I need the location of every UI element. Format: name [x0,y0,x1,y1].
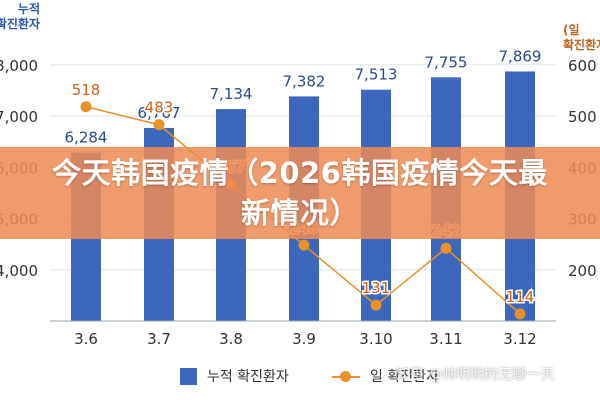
title-banner: 今天韩国疫情（2026韩国疫情今天最新情况） [0,147,600,239]
bar-value-label: 6,284 [65,129,108,147]
right-tick-label: 600 [568,57,597,75]
daily-value-label: 483 [145,99,174,117]
right-tick-label: 500 [568,108,597,126]
daily-line-group [80,101,526,320]
legend-label-daily: 일 확진환자 [370,369,439,385]
x-tick-label: 3.6 [74,330,98,348]
watermark: 知乎 @帅明明的无聊一天 [396,367,555,383]
x-tick-label: 3.12 [503,330,536,348]
bar-value-label: 7,869 [499,47,542,65]
daily-value-label: 518 [72,81,101,99]
right-axis-title-line: (일 [563,23,580,37]
legend-item-cumulative: 누적 확진환자 [180,366,289,386]
daily-value-label: 114 [506,288,535,306]
daily-point-3.9 [298,239,310,251]
daily-point-3.12 [514,308,526,320]
x-tick-label: 3.7 [147,330,171,348]
x-tick-label: 3.10 [359,330,392,348]
daily-value-label: 131 [362,279,391,297]
left-tick-label: 8,000 [0,57,38,75]
bar-value-label: 7,134 [210,85,253,103]
banner-title: 今天韩国疫情（2026韩国疫情今天最新情况） [52,156,548,230]
left-axis-title-line: 누적 [18,1,40,16]
left-axis-title: 누적 확진환자 [0,1,40,31]
x-tick-label: 3.11 [429,330,462,348]
daily-point-3.7 [153,119,165,131]
legend-item-daily: 일 확진환자 [332,366,439,386]
legend-label-cumulative: 누적 확진환자 [207,369,289,385]
legend-bar-swatch [180,367,197,385]
right-axis-title-line: 확진환자 [563,37,600,52]
bar-value-label: 7,513 [355,66,398,84]
daily-point-3.6 [80,101,92,113]
bar-value-label: 6,767 [138,104,181,122]
left-axis-title-line: 확진환자 [0,16,40,31]
right-tick-label: 200 [568,262,597,280]
daily-point-3.10 [370,299,382,311]
left-tick-label: 7,000 [0,108,38,126]
bar-value-label: 7,755 [425,53,468,71]
x-tick-label: 3.9 [292,330,316,348]
legend-line-swatch [332,368,360,385]
x-tick-label: 3.8 [219,330,243,348]
bar-value-label: 7,382 [283,72,326,90]
legend: 누적 확진환자 일 확진환자 [0,366,600,390]
left-tick-label: 4,000 [0,262,38,280]
daily-point-3.11 [440,242,452,254]
